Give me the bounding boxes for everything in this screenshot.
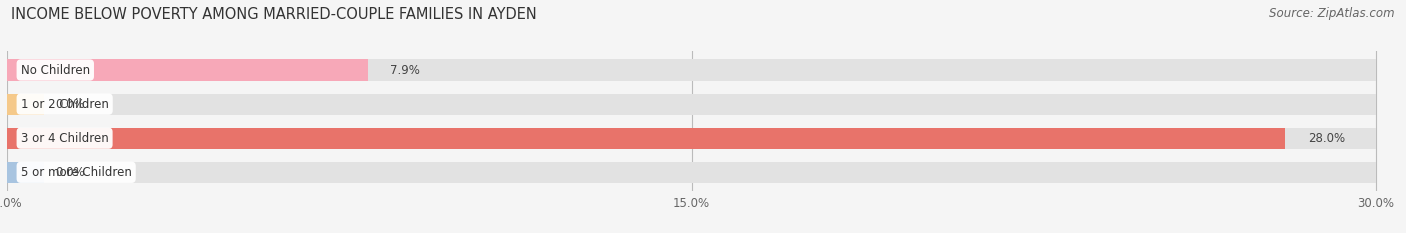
Bar — [7, 128, 1376, 149]
Text: 0.0%: 0.0% — [55, 98, 84, 111]
Bar — [7, 162, 1376, 183]
Text: 28.0%: 28.0% — [1308, 132, 1344, 145]
Bar — [7, 93, 1376, 115]
Text: Source: ZipAtlas.com: Source: ZipAtlas.com — [1270, 7, 1395, 20]
Text: 5 or more Children: 5 or more Children — [21, 166, 132, 179]
Text: 0.0%: 0.0% — [55, 166, 84, 179]
Bar — [7, 128, 1285, 149]
Text: 7.9%: 7.9% — [391, 64, 420, 76]
Text: No Children: No Children — [21, 64, 90, 76]
Text: 3 or 4 Children: 3 or 4 Children — [21, 132, 108, 145]
Bar — [7, 59, 367, 81]
Text: INCOME BELOW POVERTY AMONG MARRIED-COUPLE FAMILIES IN AYDEN: INCOME BELOW POVERTY AMONG MARRIED-COUPL… — [11, 7, 537, 22]
Bar — [7, 93, 44, 115]
Bar — [7, 162, 44, 183]
Bar — [7, 59, 1376, 81]
Text: 1 or 2 Children: 1 or 2 Children — [21, 98, 108, 111]
